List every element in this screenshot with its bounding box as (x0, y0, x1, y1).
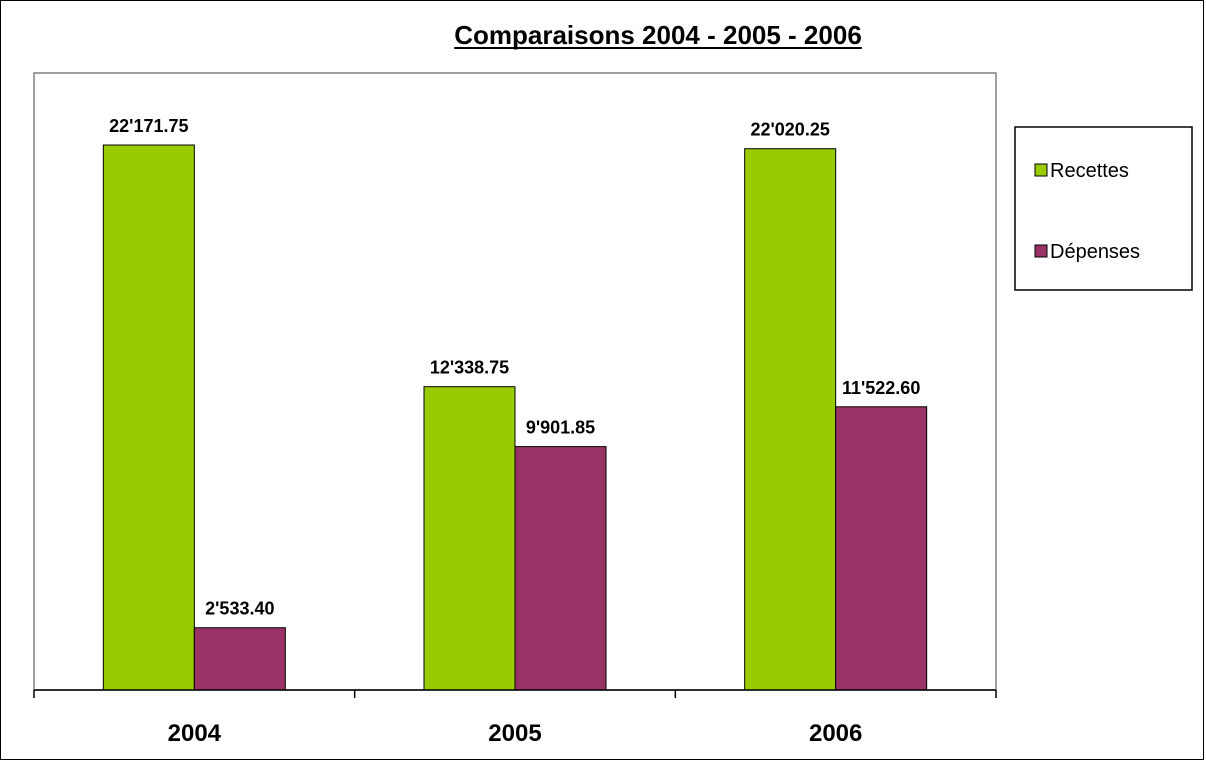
legend-label-depenses: Dépenses (1050, 241, 1140, 263)
bar-recettes-2005 (423, 386, 516, 691)
data-label-recettes-2006: 22'020.25 (750, 120, 829, 140)
chart-title: Comparaisons 2004 - 2005 - 2006 (454, 20, 862, 50)
data-labels-group: 22'171.75 2'533.40 12'338.75 9'901.85 22'020… (109, 116, 920, 619)
legend-swatch-recettes (1034, 163, 1048, 177)
x-tick-label-2006: 2006 (809, 720, 862, 747)
data-label-recettes-2004: 22'171.75 (109, 116, 188, 136)
legend-swatch-depenses (1034, 244, 1048, 258)
legend-box (1014, 126, 1193, 291)
data-label-d-penses-2006: 11'522.60 (842, 378, 920, 398)
data-label-d-penses-2005: 9'901.85 (526, 418, 595, 438)
x-axis: 2004 2005 2006 (33, 689, 997, 747)
legend: Recettes Dépenses (1014, 126, 1193, 291)
bar-d-penses-2005 (514, 446, 607, 691)
x-tick-label-2004: 2004 (168, 720, 222, 747)
bars-group (102, 144, 928, 691)
legend-label-recettes: Recettes (1050, 160, 1129, 182)
x-tick-label-2005: 2005 (488, 720, 541, 747)
bar-d-penses-2006 (835, 406, 928, 691)
bar-recettes-2006 (744, 148, 837, 691)
data-label-recettes-2005: 12'338.75 (430, 358, 509, 378)
bar-d-penses-2004 (193, 627, 286, 691)
data-label-d-penses-2004: 2'533.40 (205, 599, 274, 619)
bar-recettes-2004 (102, 144, 195, 691)
